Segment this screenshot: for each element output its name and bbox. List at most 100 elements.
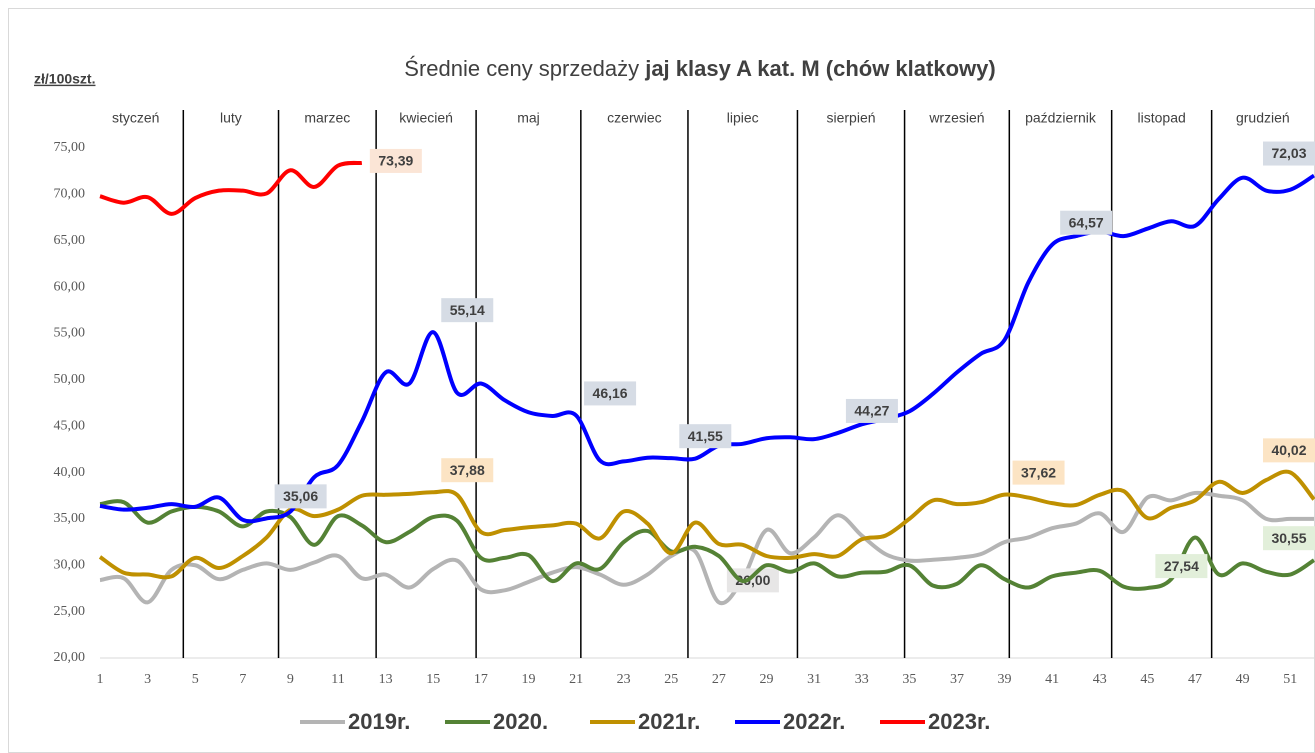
data-label: 37,62 — [1012, 460, 1065, 485]
x-tick-label: 27 — [712, 672, 726, 687]
data-label-text: 46,16 — [593, 385, 628, 401]
data-label-box — [679, 424, 732, 449]
month-label: marzec — [304, 110, 350, 126]
title-part: Średnie ceny sprzedaży — [404, 56, 639, 81]
x-tick-label: 1 — [97, 672, 104, 687]
data-label: 44,27 — [845, 398, 898, 423]
data-label-text: 27,54 — [1164, 558, 1199, 574]
x-tick-label: 3 — [144, 672, 151, 687]
y-tick-label: 35,00 — [54, 511, 86, 526]
month-label: lipiec — [727, 110, 759, 126]
data-label-text: 72,03 — [1271, 145, 1306, 161]
data-label-text: 64,57 — [1069, 214, 1104, 230]
y-tick-label: 50,00 — [54, 372, 86, 387]
y-tick-label: 20,00 — [54, 650, 86, 665]
data-label-text: 26,00 — [735, 572, 770, 588]
x-tick-label: 9 — [287, 672, 294, 687]
month-label: kwiecień — [399, 110, 453, 126]
y-tick-label: 70,00 — [54, 187, 86, 202]
data-label-text: 40,02 — [1271, 442, 1306, 458]
month-label: czerwiec — [607, 110, 661, 126]
y-tick-label: 40,00 — [54, 465, 86, 480]
data-label-text: 35,06 — [283, 488, 318, 504]
data-label-box — [1012, 460, 1065, 485]
data-label-text: 44,27 — [854, 403, 889, 419]
month-label: grudzień — [1236, 110, 1290, 126]
data-label: 35,06 — [274, 484, 327, 509]
month-label: luty — [220, 110, 242, 126]
y-tick-label: 55,00 — [54, 326, 86, 341]
x-tick-label: 23 — [617, 672, 631, 687]
data-label-box — [1263, 526, 1315, 551]
data-label-text: 55,14 — [450, 302, 485, 318]
data-label: 26,00 — [726, 568, 779, 593]
data-label-box — [1060, 210, 1113, 235]
data-label: 64,57 — [1060, 210, 1113, 235]
x-tick-label: 47 — [1188, 672, 1202, 687]
data-label-box — [1263, 141, 1315, 166]
data-label-box — [369, 148, 422, 173]
data-label-box — [274, 484, 327, 509]
data-label-box — [845, 398, 898, 423]
data-label: 41,55 — [679, 424, 732, 449]
legend-label: 2021r. — [638, 709, 700, 734]
legend-label: 2020. — [493, 709, 548, 734]
y-tick-label: 30,00 — [54, 557, 86, 572]
x-tick-label: 35 — [902, 672, 916, 687]
month-label: listopad — [1138, 110, 1186, 126]
y-tick-label: 60,00 — [54, 279, 86, 294]
legend-label: 2022r. — [783, 709, 845, 734]
x-tick-label: 17 — [474, 672, 488, 687]
data-label-text: 41,55 — [688, 428, 723, 444]
x-tick-label: 37 — [950, 672, 964, 687]
title-emphasis: jaj klasy A kat. M (chów klatkowy) — [644, 56, 996, 81]
month-label: styczeń — [112, 110, 159, 126]
x-tick-label: 11 — [331, 672, 344, 687]
x-tick-label: 31 — [807, 672, 821, 687]
y-tick-label: 75,00 — [54, 140, 86, 155]
x-tick-label: 15 — [426, 672, 440, 687]
x-tick-label: 45 — [1140, 672, 1154, 687]
data-label-box — [441, 458, 494, 483]
x-tick-label: 21 — [569, 672, 583, 687]
legend-label: 2019r. — [348, 709, 410, 734]
series-line — [99, 499, 1315, 591]
x-tick-label: 25 — [664, 672, 678, 687]
data-label-text: 37,88 — [450, 462, 485, 478]
series-line — [99, 490, 1314, 606]
x-tick-label: 13 — [379, 672, 393, 687]
y-tick-label: 45,00 — [54, 418, 86, 433]
data-label: 27,54 — [1155, 554, 1208, 579]
x-tick-label: 43 — [1093, 672, 1107, 687]
x-tick-label: 7 — [239, 672, 246, 687]
data-label: 46,16 — [584, 381, 637, 406]
x-tick-label: 19 — [521, 672, 535, 687]
month-label: wrzesień — [928, 110, 984, 126]
data-label-box — [584, 381, 637, 406]
month-label: maj — [517, 110, 540, 126]
data-label: 30,55 — [1263, 526, 1315, 551]
data-label: 73,39 — [369, 148, 422, 173]
month-label: październik — [1025, 110, 1097, 126]
x-tick-label: 41 — [1045, 672, 1059, 687]
x-tick-label: 39 — [998, 672, 1012, 687]
data-label-box — [1263, 438, 1315, 463]
data-label-box — [726, 568, 779, 593]
data-label-text: 37,62 — [1021, 464, 1056, 480]
series-line — [99, 160, 363, 216]
data-label: 37,88 — [441, 458, 494, 483]
legend-label: 2023r. — [928, 709, 990, 734]
y-tick-label: 25,00 — [54, 604, 86, 619]
x-tick-label: 51 — [1283, 672, 1297, 687]
data-label: 55,14 — [441, 298, 494, 323]
data-label-box — [1155, 554, 1208, 579]
data-label-box — [441, 298, 494, 323]
x-tick-label: 49 — [1236, 672, 1250, 687]
data-label-text: 30,55 — [1271, 530, 1306, 546]
chart-frame — [8, 8, 1315, 753]
data-label-text: 73,39 — [378, 153, 413, 169]
series-line — [98, 469, 1315, 580]
month-label: sierpień — [826, 110, 875, 126]
